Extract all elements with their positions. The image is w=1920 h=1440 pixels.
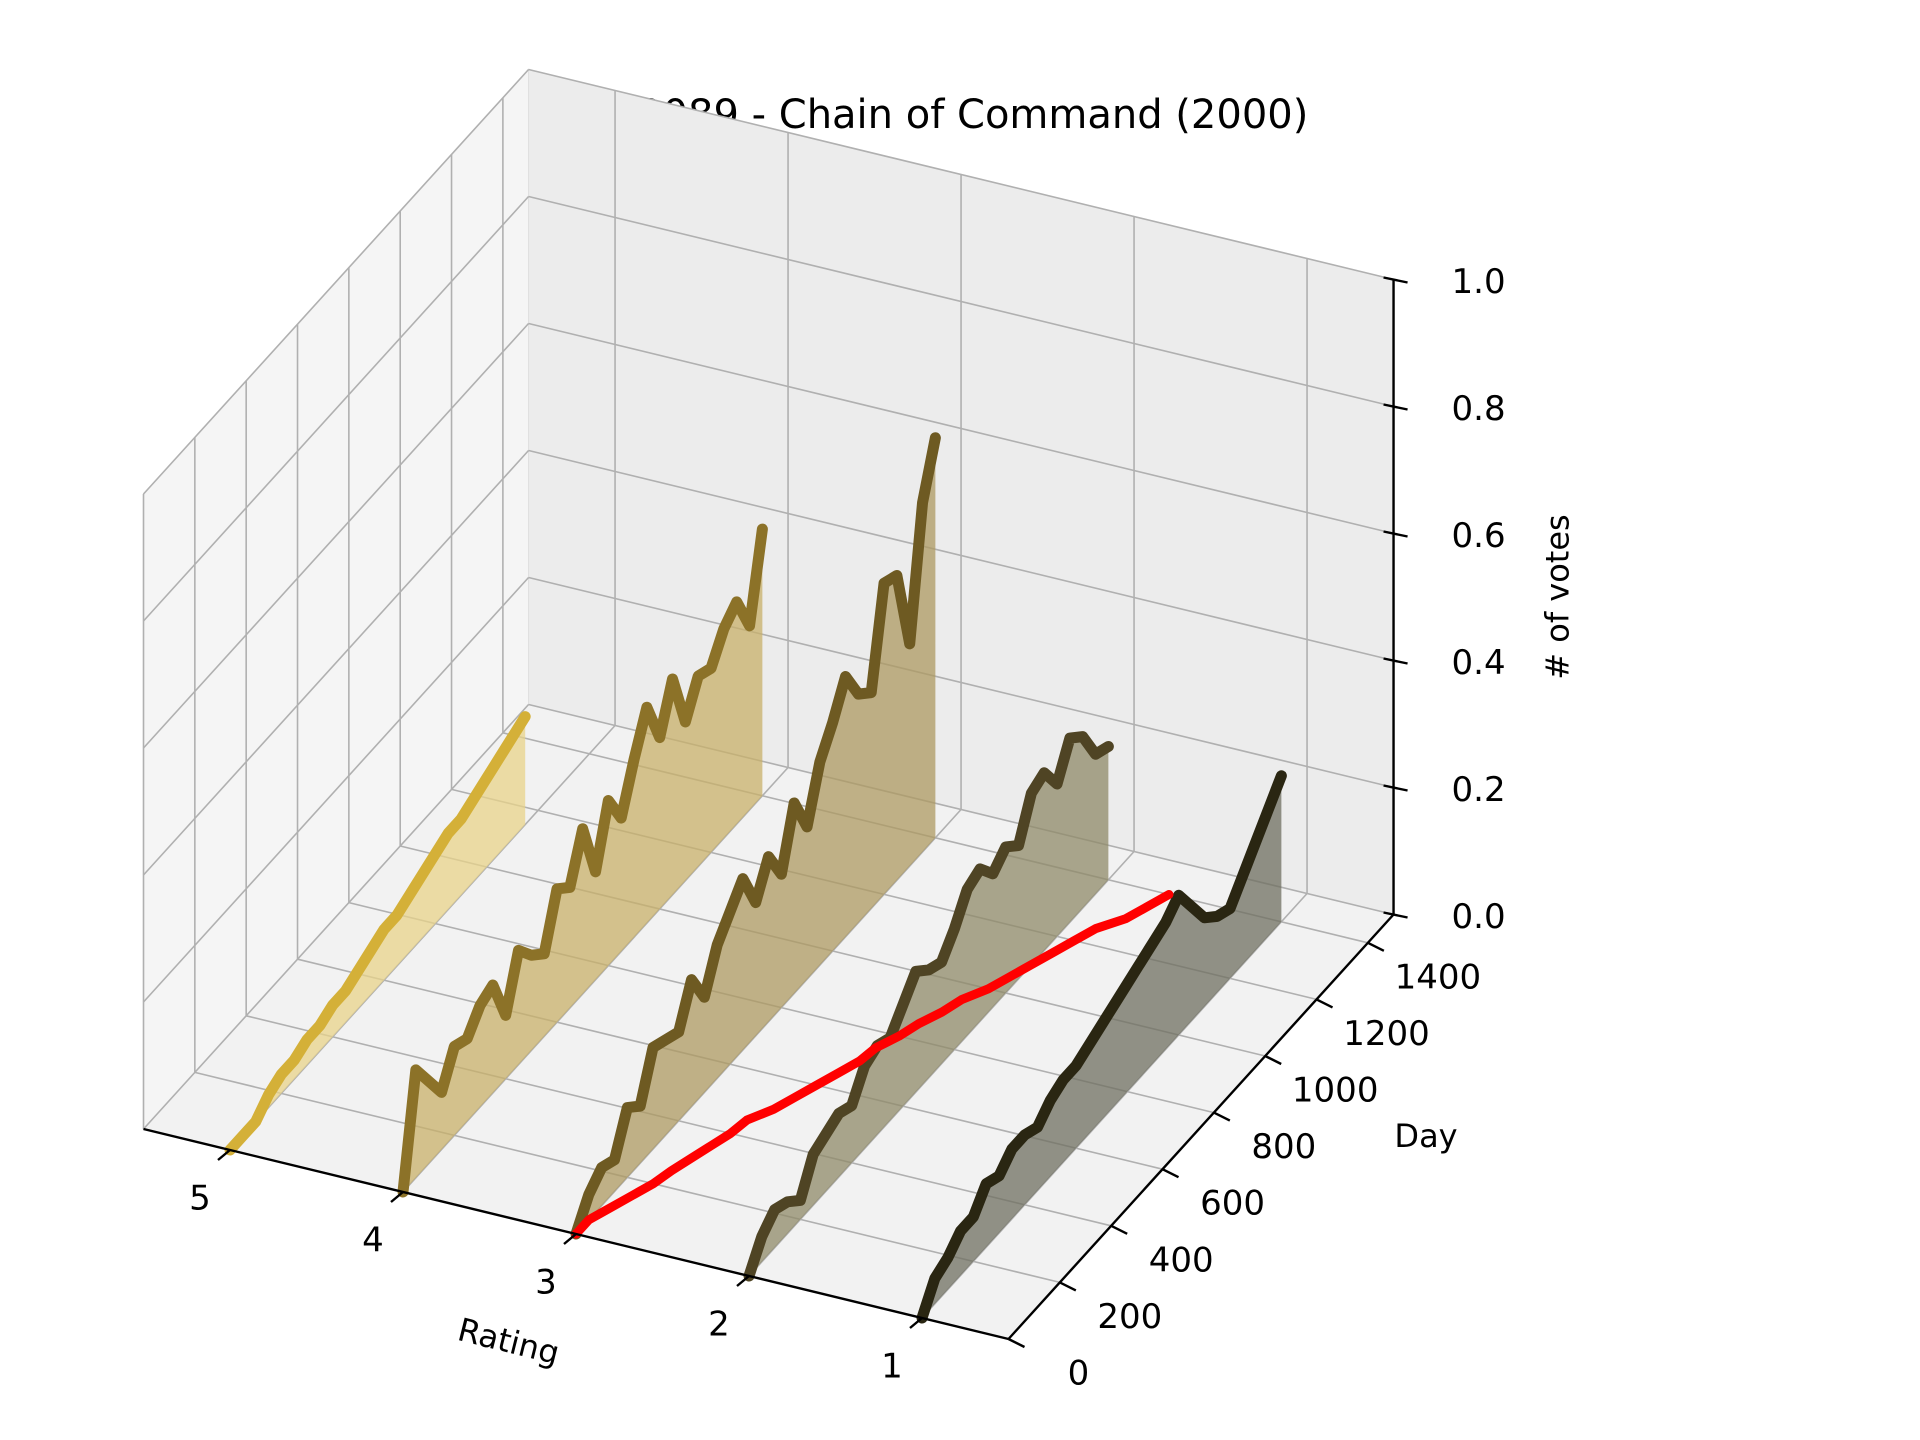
mean-rating-line: [571, 890, 1174, 1239]
z-tick-label: 0.6: [1452, 516, 1506, 556]
y-tick-label: 400: [1149, 1240, 1214, 1280]
y-tick-mark: [1161, 1168, 1180, 1179]
y-tick-label: 200: [1097, 1297, 1162, 1337]
series-line-rating-5: [224, 711, 531, 1156]
series-line-rating-3: [570, 432, 941, 1240]
y-tick-label: 600: [1200, 1184, 1265, 1224]
y-tick-mark: [1213, 1111, 1231, 1122]
grid-line: [142, 68, 530, 495]
y-tick-mark: [1110, 1224, 1128, 1235]
x-tick-mark: [909, 1317, 923, 1329]
y-tick-label: 1400: [1395, 957, 1482, 997]
z-tick-mark: [1383, 911, 1408, 919]
y-axis-label: Day: [1394, 1117, 1457, 1155]
y-tick-label: 1200: [1343, 1014, 1430, 1054]
grid-line: [528, 576, 1394, 789]
y-tick-label: 1000: [1292, 1071, 1379, 1111]
z-tick-mark: [1383, 403, 1408, 411]
y-tick-label: 800: [1251, 1127, 1316, 1167]
grid-line: [142, 576, 530, 1003]
x-tick-label: 1: [881, 1347, 903, 1387]
grid-line: [528, 449, 1394, 662]
z-tick-label: 0.8: [1452, 389, 1506, 429]
series-fill-rating-3: [576, 437, 936, 1234]
x-tick-label: 4: [362, 1221, 384, 1261]
series-line-rating-1: [916, 770, 1287, 1324]
x-tick-mark: [563, 1233, 577, 1245]
y-axis-line: [1007, 913, 1395, 1340]
x-tick-mark: [736, 1275, 750, 1287]
series-line-rating-4: [397, 523, 768, 1198]
z-tick-mark: [1383, 657, 1408, 665]
y-tick-mark: [1059, 1281, 1077, 1292]
x-tick-mark: [217, 1149, 231, 1161]
z-tick-label: 0.4: [1452, 643, 1506, 683]
x-tick-label: 5: [189, 1179, 211, 1219]
grid-line: [245, 1015, 1112, 1227]
series-line-rating-2: [743, 731, 1114, 1282]
z-tick-mark: [1383, 276, 1408, 284]
z-tick-label: 0.0: [1452, 897, 1506, 937]
z-tick-mark: [1383, 784, 1408, 792]
x-tick-mark: [390, 1191, 404, 1203]
x-tick-label: 2: [708, 1305, 730, 1345]
z-tick-label: 0.2: [1452, 770, 1506, 810]
grid-line: [142, 195, 530, 622]
x-tick-label: 3: [535, 1263, 557, 1303]
x-axis-label: Rating: [454, 1310, 563, 1372]
grid-line: [142, 322, 530, 749]
y-tick-label: 0: [1068, 1354, 1090, 1394]
z-tick-label: 1.0: [1452, 262, 1506, 302]
y-tick-mark: [1367, 941, 1385, 952]
z-tick-mark: [1383, 530, 1408, 538]
grid-line: [528, 195, 1394, 408]
series-fill-rating-2: [749, 736, 1109, 1276]
grid-line: [142, 449, 530, 876]
y-tick-mark: [1316, 998, 1334, 1009]
y-tick-mark: [1007, 1337, 1026, 1349]
y-tick-mark: [1264, 1054, 1282, 1066]
z-axis-label: # of votes: [1539, 514, 1577, 679]
grid-line: [528, 68, 1394, 281]
grid-line: [142, 703, 530, 1130]
grid-line: [528, 322, 1394, 535]
